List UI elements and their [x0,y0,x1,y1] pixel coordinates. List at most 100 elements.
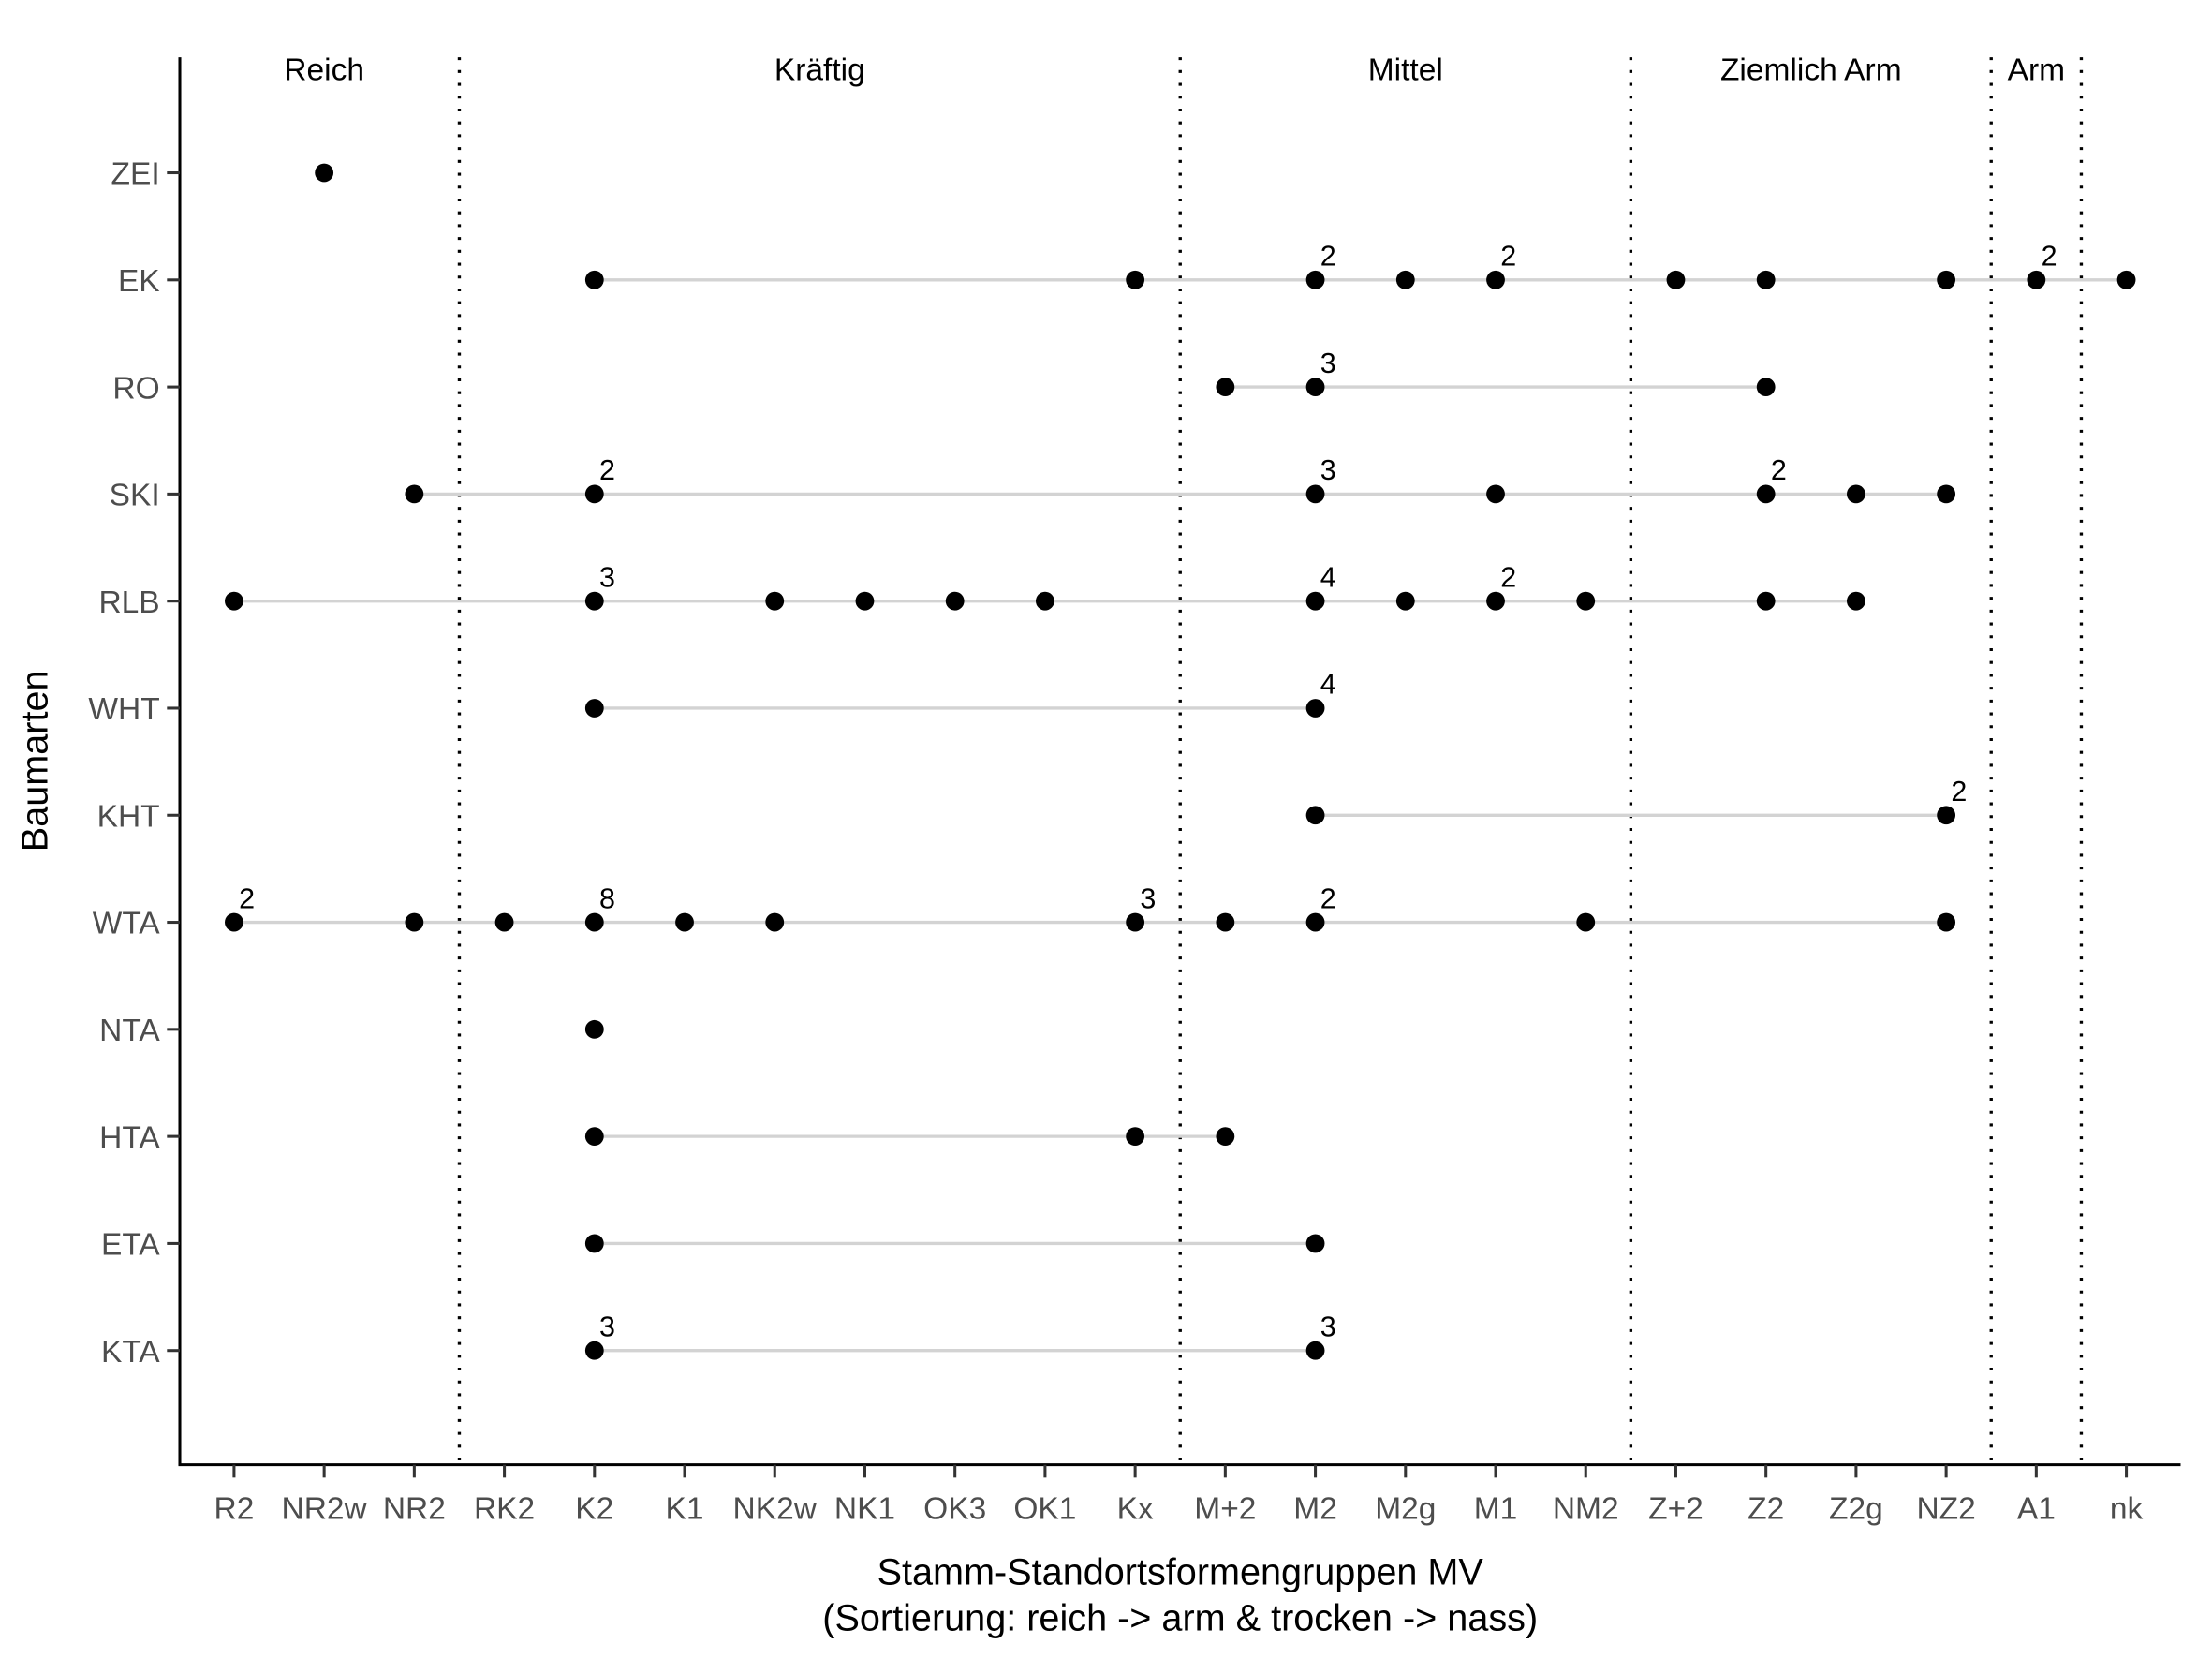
data-point [494,912,514,932]
count-label: 3 [599,561,615,593]
data-point [1395,591,1415,611]
group-dividers [457,57,2084,1465]
x-tick-label: RK2 [474,1492,535,1527]
data-point [225,591,243,611]
data-point [584,699,604,718]
x-tick-label: Z2 [1747,1492,1784,1527]
count-label: 4 [1320,561,1336,593]
data-point [584,1341,604,1360]
x-tick-label: A1 [2017,1492,2056,1527]
data-point [1036,591,1054,611]
count-label: 3 [1140,882,1156,914]
count-label: 2 [1951,776,1967,807]
data-point [584,1234,604,1253]
y-tick-label: WTA [93,907,161,941]
data-point [1486,591,1505,611]
group-label: Reich [284,52,364,87]
count-label: 3 [599,1311,615,1342]
group-label: Ziemlich Arm [1720,52,1902,87]
data-point [855,591,875,611]
count-label: 2 [2042,241,2057,273]
data-point [405,484,424,504]
count-label: 2 [1771,454,1787,486]
data-point [1756,484,1776,504]
data-point [405,912,424,932]
y-axis-title: Baumarten [14,670,55,852]
data-point [1486,484,1505,504]
data-point [765,591,785,611]
data-point [584,484,604,504]
data-point [1576,912,1596,932]
data-point [584,1127,604,1147]
data-point [584,1019,604,1039]
data-point [1666,270,1686,289]
x-tick-label: OK3 [923,1492,986,1527]
y-tick-label: NTA [99,1014,160,1048]
x-tick-label: NR2w [282,1492,368,1527]
x-axis-title-line1: Stamm-Standortsformengruppen MV [877,1552,1484,1593]
x-tick-label: Z2g [1829,1492,1883,1527]
y-tick-label: HTA [99,1120,160,1155]
count-label: 2 [1320,882,1336,914]
group-label: Kräftig [774,52,865,87]
data-point [1756,270,1776,289]
data-point [315,163,334,183]
y-tick-label: KTA [101,1335,160,1370]
x-tick-label: NZ2 [1916,1492,1975,1527]
data-point [1937,806,1956,825]
data-point [1305,699,1325,718]
x-tick-label: M+2 [1194,1492,1256,1527]
x-tick-label: K2 [575,1492,613,1527]
data-point [1216,378,1235,397]
x-tick-label: M2g [1375,1492,1436,1527]
data-point [1305,1341,1325,1360]
data-point [584,591,604,611]
x-tick-label: NR2 [383,1492,446,1527]
x-tick-label: nk [2110,1492,2144,1527]
y-tick-label: RO [112,371,159,406]
data-point [1937,912,1956,932]
count-label: 2 [1500,241,1516,273]
data-point [1305,591,1325,611]
count-label: 2 [1320,241,1336,273]
x-tick-label: M2 [1293,1492,1337,1527]
count-label: 2 [599,454,615,486]
data-point [945,591,965,611]
x-axis-title-line2: (Sortierung: reich -> arm & trocken -> n… [822,1597,1538,1638]
count-label: 3 [1320,1311,1336,1342]
y-tick-label: ETA [101,1228,160,1263]
count-label: 2 [239,882,255,914]
data-points [225,163,2136,1360]
data-point [1126,270,1145,289]
count-label: 3 [1320,454,1336,486]
x-tick-label: Z+2 [1648,1492,1703,1527]
y-tick-label: ZEI [111,157,160,192]
data-point [225,912,243,932]
data-point [1937,484,1956,504]
data-point [675,912,694,932]
data-point [1846,591,1865,611]
data-point [1126,1127,1145,1147]
x-tick-label: NK1 [834,1492,895,1527]
x-tick-label: R2 [214,1492,254,1527]
data-point [1216,912,1235,932]
x-tick-label: OK1 [1013,1492,1076,1527]
data-point [1305,806,1325,825]
group-label: Mittel [1368,52,1443,87]
x-tick-label: Kx [1117,1492,1154,1527]
count-label: 2 [1500,561,1516,593]
x-tick-label: NK2w [733,1492,818,1527]
data-point [1216,1127,1235,1147]
group-labels: Reich Kräftig Mittel Ziemlich Arm Arm [284,52,2065,87]
data-point [1756,591,1776,611]
x-tick-label: K1 [666,1492,704,1527]
data-point [1305,912,1325,932]
data-point [1305,484,1325,504]
data-point [1305,1234,1325,1253]
data-point [1576,591,1596,611]
y-axis-ticks: ZEI EK RO SKI RLB WHT KHT WTA NTA HTA ETA KTA [88,157,181,1370]
y-tick-label: SKI [110,479,160,513]
count-labels: 2 2 2 3 2 3 2 3 4 2 4 2 2 8 3 2 3 3 [239,241,2057,1343]
data-point [1305,378,1325,397]
data-point [1126,912,1145,932]
